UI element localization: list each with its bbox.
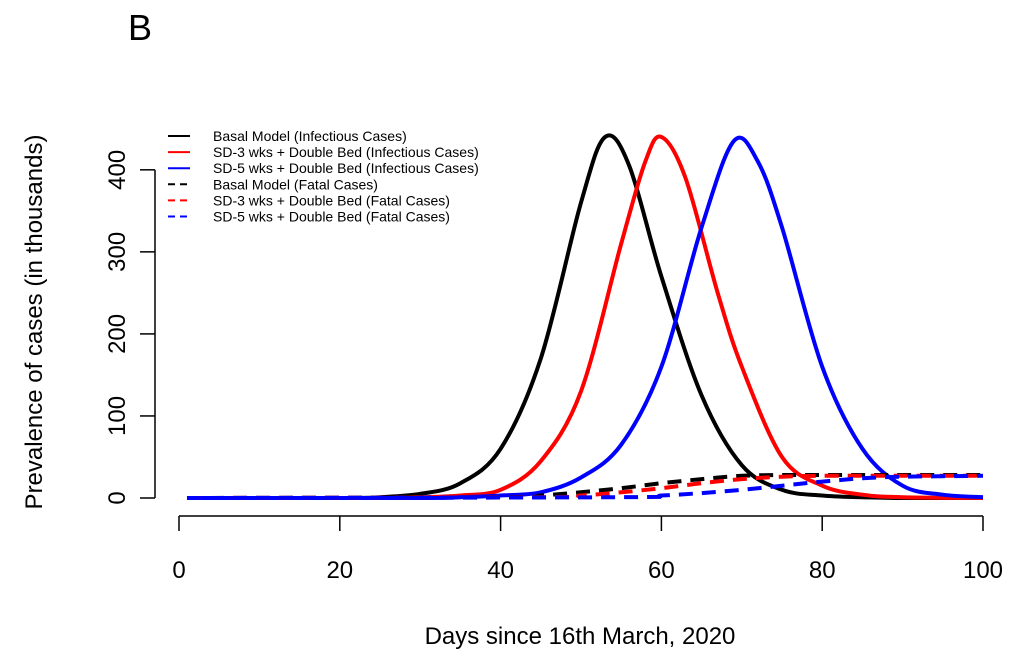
x-axis-title: Days since 16th March, 2020 (425, 623, 736, 650)
x-tick-label: 100 (963, 557, 1003, 584)
legend: Basal Model (Infectious Cases)SD-3 wks +… (168, 128, 479, 225)
y-tick-label: 0 (104, 491, 131, 504)
x-tick-label: 0 (172, 557, 185, 584)
x-tick-label: 40 (487, 557, 514, 584)
legend-label-basal-infectious: Basal Model (Infectious Cases) (213, 128, 407, 144)
series-layer (186, 133, 984, 501)
y-tick-label: 100 (104, 396, 131, 436)
y-tick-label: 300 (104, 232, 131, 272)
x-tick-label: 60 (648, 557, 675, 584)
x-tick-label: 80 (809, 557, 836, 584)
legend-label-sd5-fatal: SD-5 wks + Double Bed (Fatal Cases) (213, 209, 450, 225)
x-tick-label: 20 (326, 557, 353, 584)
legend-label-sd3-infectious: SD-3 wks + Double Bed (Infectious Cases) (213, 144, 479, 160)
legend-label-sd5-infectious: SD-5 wks + Double Bed (Infectious Cases) (213, 160, 479, 176)
series-line-sd5-fatal (186, 473, 984, 500)
panel-label: B (128, 7, 152, 48)
axes: 0 20 40 60 80 100 0 100 200 300 400 (104, 150, 1003, 584)
legend-label-sd3-fatal: SD-3 wks + Double Bed (Fatal Cases) (213, 192, 450, 208)
y-axis-title: Prevalence of cases (in thousands) (21, 135, 48, 510)
series-line-basal-infectious (186, 133, 984, 501)
y-tick-label: 400 (104, 150, 131, 190)
legend-label-basal-fatal: Basal Model (Fatal Cases) (213, 176, 378, 192)
y-tick-label: 200 (104, 314, 131, 354)
